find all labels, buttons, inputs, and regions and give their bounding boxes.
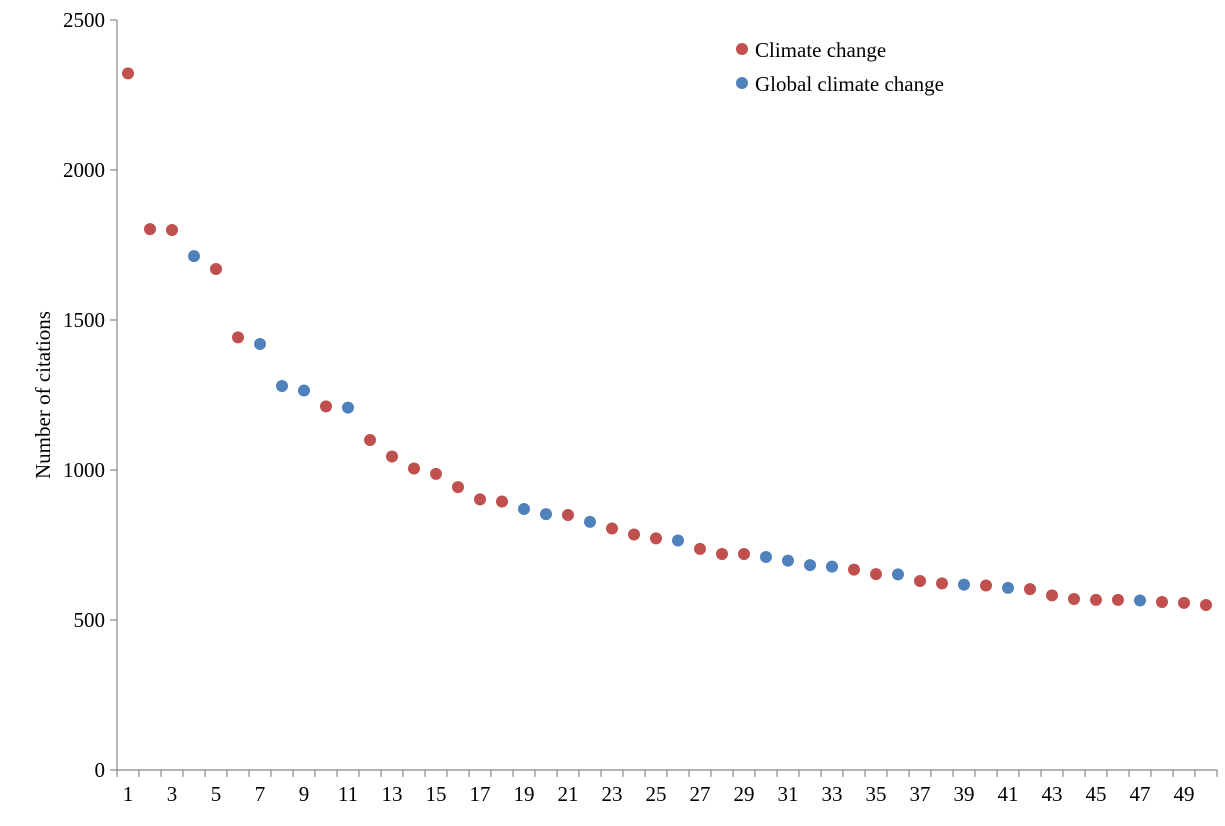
point-climate-change xyxy=(474,493,486,506)
point-climate-change xyxy=(870,568,882,581)
point-climate-change xyxy=(716,548,728,560)
point-global-climate-change xyxy=(1002,581,1014,594)
point-global-climate-change xyxy=(188,250,200,263)
x-tick-label: 27 xyxy=(690,782,711,806)
x-tick-label: 21 xyxy=(558,782,579,806)
point-climate-change xyxy=(628,528,640,541)
x-tick-label: 23 xyxy=(602,782,623,806)
point-climate-change xyxy=(1200,599,1212,611)
point-climate-change xyxy=(1024,583,1036,596)
x-tick-label: 13 xyxy=(382,782,403,806)
x-tick-label: 19 xyxy=(514,782,535,806)
point-climate-change xyxy=(1046,589,1058,602)
x-tick-label: 45 xyxy=(1086,782,1107,806)
point-global-climate-change xyxy=(1134,594,1146,607)
x-tick-label: 5 xyxy=(211,782,222,806)
x-tick-label: 49 xyxy=(1174,782,1195,806)
x-tick-label: 31 xyxy=(778,782,799,806)
x-axis-ticks: 1 3 5 7 9 11 13 15 17 19 21 23 25 27 29 31 33 35 37 39 41 43 4… xyxy=(116,770,1218,806)
point-global-climate-change xyxy=(342,401,354,414)
point-climate-change xyxy=(936,577,948,590)
x-tick-label: 29 xyxy=(734,782,755,806)
point-climate-change xyxy=(694,542,706,555)
y-tick-label: 1500 xyxy=(63,308,105,332)
point-global-climate-change xyxy=(760,551,772,563)
point-global-climate-change xyxy=(782,554,794,567)
point-climate-change xyxy=(606,522,618,535)
point-global-climate-change xyxy=(958,578,970,591)
point-climate-change xyxy=(452,481,464,494)
y-tick-label: 2500 xyxy=(63,8,105,32)
axes xyxy=(116,20,1217,771)
y-tick-label: 500 xyxy=(74,608,106,632)
x-tick-label: 41 xyxy=(998,782,1019,806)
point-climate-change xyxy=(1090,593,1102,606)
x-tick-label: 33 xyxy=(822,782,843,806)
point-climate-change xyxy=(144,223,156,236)
point-climate-change xyxy=(980,579,992,592)
x-tick-label: 11 xyxy=(338,782,358,806)
x-tick-label: 43 xyxy=(1042,782,1063,806)
x-tick-label: 3 xyxy=(167,782,178,806)
point-climate-change xyxy=(232,331,244,344)
point-global-climate-change xyxy=(540,508,552,521)
point-climate-change xyxy=(914,575,926,587)
point-climate-change xyxy=(1068,593,1080,605)
x-tick-label: 9 xyxy=(299,782,310,806)
x-tick-label: 15 xyxy=(426,782,447,806)
point-global-climate-change xyxy=(518,503,530,515)
y-tick-label: 0 xyxy=(95,758,106,782)
point-global-climate-change xyxy=(254,338,266,350)
point-climate-change xyxy=(166,224,178,236)
legend: Climate change Global climate change xyxy=(736,38,944,96)
point-climate-change xyxy=(1156,596,1168,608)
legend-label-climate-change: Climate change xyxy=(755,38,886,62)
point-global-climate-change xyxy=(276,380,288,392)
point-climate-change xyxy=(430,467,442,480)
x-tick-label: 1 xyxy=(123,782,134,806)
data-points xyxy=(122,67,1212,611)
point-climate-change xyxy=(122,67,134,80)
point-climate-change xyxy=(562,509,574,521)
point-climate-change xyxy=(408,462,420,475)
y-tick-label: 2000 xyxy=(63,158,105,182)
y-axis-title: Number of citations xyxy=(31,311,55,479)
y-axis-ticks: 0 500 1000 1500 2000 2500 xyxy=(63,8,117,782)
point-climate-change xyxy=(738,548,750,560)
point-climate-change xyxy=(1178,596,1190,609)
x-tick-label: 7 xyxy=(255,782,266,806)
point-climate-change xyxy=(1112,593,1124,606)
x-tick-label: 17 xyxy=(470,782,491,806)
point-global-climate-change xyxy=(298,384,310,397)
point-climate-change xyxy=(210,263,222,275)
point-climate-change xyxy=(320,400,332,413)
point-climate-change xyxy=(650,532,662,545)
x-tick-label: 25 xyxy=(646,782,667,806)
point-climate-change xyxy=(496,495,508,508)
point-climate-change xyxy=(386,450,398,463)
point-global-climate-change xyxy=(804,559,816,572)
point-global-climate-change xyxy=(826,560,838,573)
point-global-climate-change xyxy=(584,515,596,528)
legend-label-global-climate-change: Global climate change xyxy=(755,72,944,96)
point-global-climate-change xyxy=(672,534,684,547)
y-tick-label: 1000 xyxy=(63,458,105,482)
point-global-climate-change xyxy=(892,568,904,581)
legend-marker-global-climate-change xyxy=(736,77,748,89)
x-tick-label: 35 xyxy=(866,782,887,806)
point-climate-change xyxy=(364,434,376,446)
x-tick-label: 47 xyxy=(1130,782,1151,806)
legend-marker-climate-change xyxy=(736,43,748,55)
x-tick-label: 39 xyxy=(954,782,975,806)
point-climate-change xyxy=(848,563,860,576)
x-tick-label: 37 xyxy=(910,782,931,806)
